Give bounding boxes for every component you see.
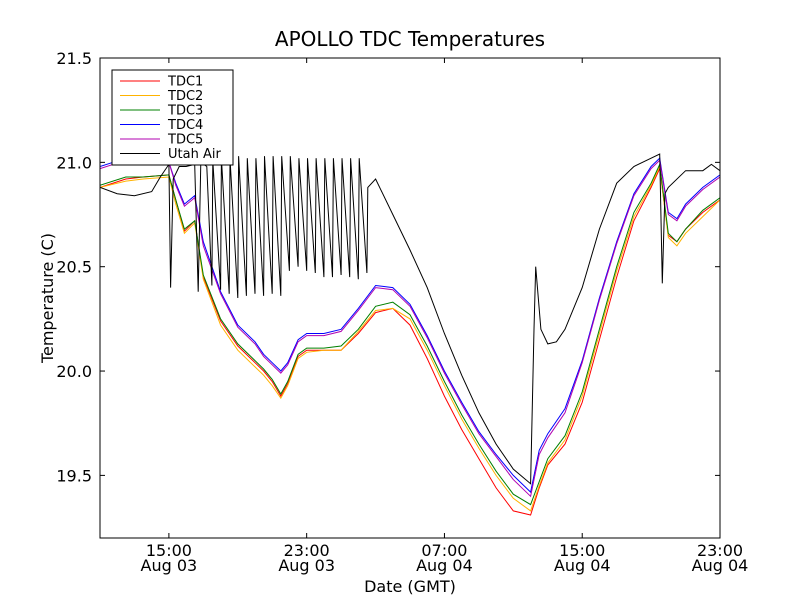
y-tick-label: 21.0 — [56, 153, 92, 172]
x-tick-label-time: 15:00 — [146, 541, 192, 560]
series-line-tdc2 — [100, 164, 720, 512]
series-line-tdc1 — [100, 166, 720, 516]
legend-label: TDC5 — [167, 133, 203, 148]
plot-frame — [99, 57, 721, 539]
series-line-tdc3 — [100, 162, 720, 506]
legend-label: TDC4 — [167, 118, 203, 133]
series-line-utah-air — [100, 153, 720, 485]
x-tick-label-date: Aug 04 — [416, 556, 473, 575]
x-tick-label-time: 23:00 — [284, 541, 330, 560]
series-line-tdc4 — [100, 157, 720, 494]
series-layer — [100, 153, 720, 516]
x-tick-label-time: 07:00 — [421, 541, 467, 560]
y-tick-label: 20.0 — [56, 362, 92, 381]
legend-box — [111, 69, 234, 166]
legend-label: Utah Air — [168, 147, 221, 162]
y-tick-label: 20.5 — [56, 258, 92, 277]
x-tick-label-date: Aug 03 — [141, 556, 198, 575]
y-tick-label: 19.5 — [56, 466, 92, 485]
series-line-tdc5 — [100, 159, 720, 498]
legend-label: TDC1 — [167, 75, 203, 90]
chart-title: APOLLO TDC Temperatures — [275, 27, 545, 51]
x-tick-label-time: 15:00 — [559, 541, 605, 560]
x-tick-label-date: Aug 04 — [554, 556, 611, 575]
x-tick-label-time: 23:00 — [697, 541, 743, 560]
x-axis-label: Date (GMT) — [364, 577, 456, 596]
x-tick-label-date: Aug 03 — [278, 556, 335, 575]
y-axis-label: Temperature (C) — [38, 233, 57, 364]
legend-label: TDC2 — [167, 89, 203, 104]
x-tick-label-date: Aug 04 — [692, 556, 749, 575]
y-tick-label: 21.5 — [56, 49, 92, 68]
legend-label: TDC3 — [167, 104, 203, 119]
